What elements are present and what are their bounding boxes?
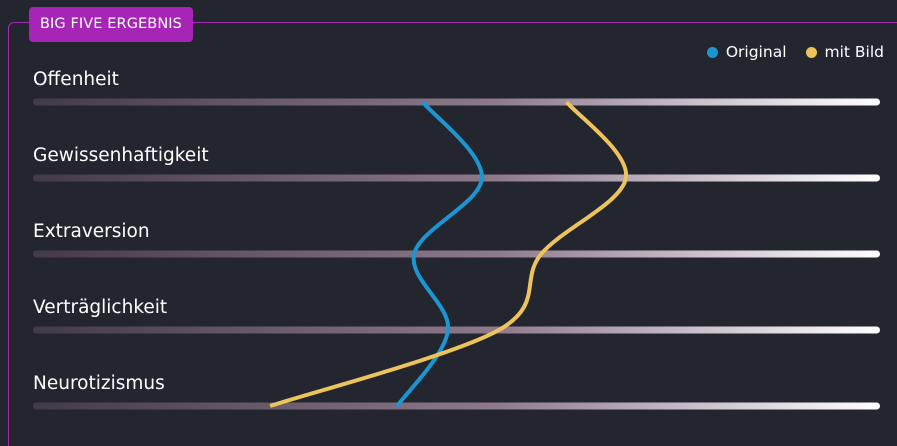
trait-tracks xyxy=(33,98,880,410)
trait-label-gewissenhaftigkeit: Gewissenhaftigkeit xyxy=(33,145,209,166)
legend-dot-original-icon xyxy=(706,46,718,58)
trait-label-extraversion: Extraversion xyxy=(33,221,150,242)
series-line-original xyxy=(395,100,484,408)
chart-panel xyxy=(8,22,897,446)
legend-item-original: Original xyxy=(706,43,787,61)
series-lines xyxy=(269,100,628,408)
legend-label-mit-bild: mit Bild xyxy=(824,43,885,61)
legend-label-original: Original xyxy=(725,43,787,61)
track-verträglichkeit xyxy=(33,326,880,334)
track-gewissenhaftigkeit xyxy=(33,174,880,182)
track-neurotizismus xyxy=(33,402,880,410)
trait-label-neurotizismus: Neurotizismus xyxy=(33,373,165,394)
track-extraversion xyxy=(33,250,880,258)
series-line-mit-bild xyxy=(269,100,628,408)
legend-item-mit-bild: mit Bild xyxy=(805,43,885,61)
trait-label-vertraeglichkeit: Verträglichkeit xyxy=(33,297,168,318)
chart-title-tag: BIG FIVE ERGEBNIS xyxy=(29,7,193,42)
track-offenheit xyxy=(33,98,880,106)
legend-dot-mit-bild-icon xyxy=(805,46,817,58)
trait-label-offenheit: Offenheit xyxy=(33,69,119,90)
legend: Original mit Bild xyxy=(688,43,884,61)
